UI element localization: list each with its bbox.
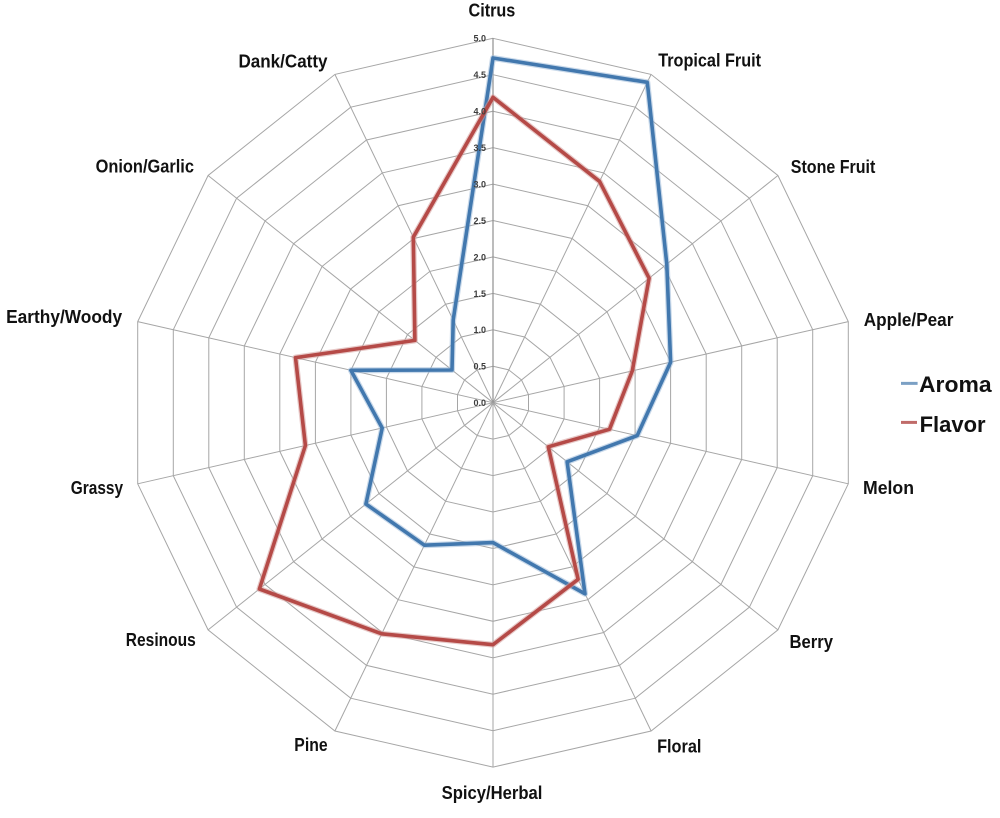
svg-text:Citrus: Citrus xyxy=(469,1,516,21)
svg-text:Aroma: Aroma xyxy=(919,372,992,397)
svg-text:4.5: 4.5 xyxy=(473,70,486,80)
svg-text:Tropical Fruit: Tropical Fruit xyxy=(658,50,761,70)
svg-text:3.0: 3.0 xyxy=(473,180,486,190)
svg-text:4.0: 4.0 xyxy=(473,107,486,117)
svg-text:Earthy/Woody: Earthy/Woody xyxy=(6,307,122,327)
svg-text:0.0: 0.0 xyxy=(473,398,486,408)
svg-text:Floral: Floral xyxy=(657,737,701,757)
svg-text:Flavor: Flavor xyxy=(920,412,986,437)
svg-text:1.0: 1.0 xyxy=(473,325,486,335)
svg-text:Stone Fruit: Stone Fruit xyxy=(791,157,876,177)
svg-text:Melon: Melon xyxy=(863,478,914,498)
svg-text:1.5: 1.5 xyxy=(473,289,486,299)
svg-text:Onion/Garlic: Onion/Garlic xyxy=(96,156,194,176)
svg-text:Grassy: Grassy xyxy=(71,478,123,498)
svg-text:2.5: 2.5 xyxy=(473,216,486,226)
svg-text:3.5: 3.5 xyxy=(473,143,486,153)
svg-text:Spicy/Herbal: Spicy/Herbal xyxy=(442,783,543,803)
svg-text:Pine: Pine xyxy=(294,735,327,755)
svg-text:Apple/Pear: Apple/Pear xyxy=(864,310,954,330)
svg-text:Berry: Berry xyxy=(790,632,834,652)
svg-text:Dank/Catty: Dank/Catty xyxy=(239,52,328,72)
svg-text:2.0: 2.0 xyxy=(473,252,486,262)
svg-text:5.0: 5.0 xyxy=(473,34,486,44)
svg-text:0.5: 0.5 xyxy=(473,362,486,372)
svg-text:Resinous: Resinous xyxy=(126,630,196,650)
